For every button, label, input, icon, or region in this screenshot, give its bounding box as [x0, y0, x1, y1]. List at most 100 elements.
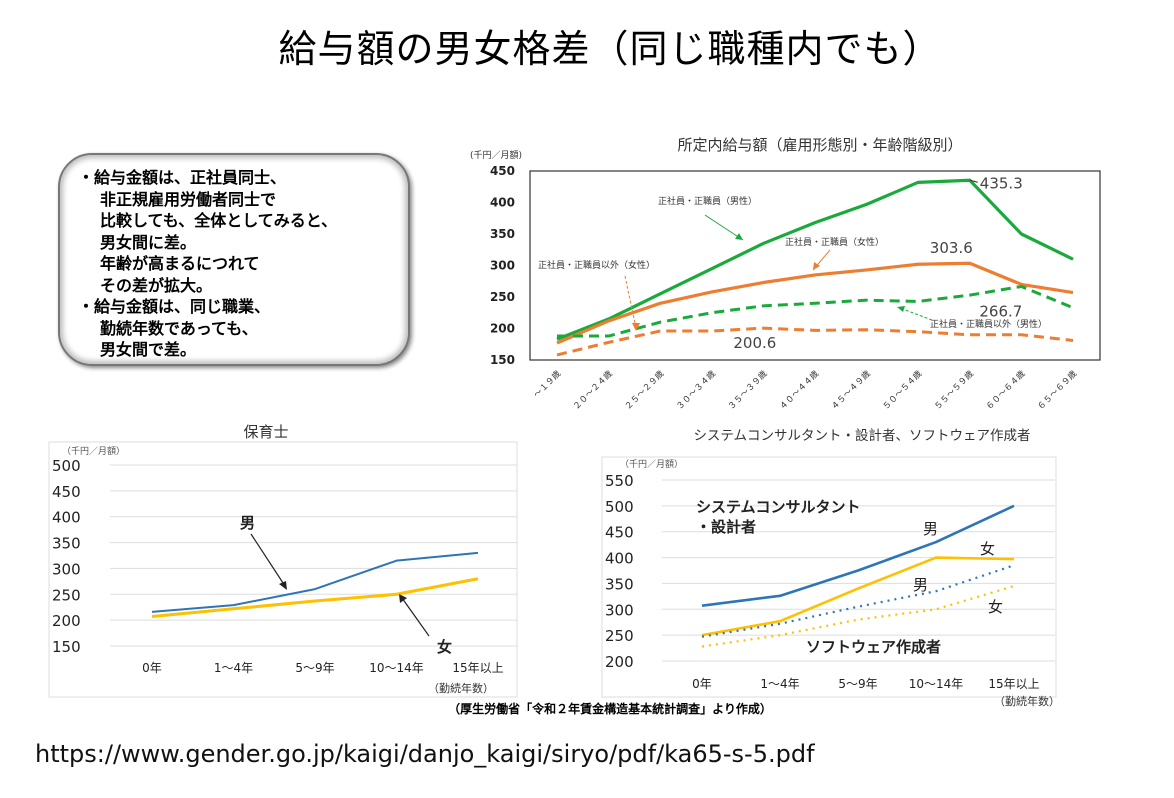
y-tick-label: 250: [490, 290, 515, 304]
y-tick-label: 300: [490, 259, 515, 273]
series-line-0: [701, 504, 1015, 607]
x-tick-label: 5～9年: [295, 661, 334, 675]
x-tick-label: 10～14年: [909, 677, 964, 691]
source-url[interactable]: https://www.gender.go.jp/kaigi/danjo_kai…: [35, 740, 815, 768]
data-label: 303.6: [930, 239, 973, 257]
y-tick-label: 550: [605, 472, 634, 490]
x-tick-label: 1～4年: [214, 661, 253, 675]
nursery-teacher-chart: 保育士 （千円／月額） 150 200 250 300 350 400 450 500 0年 1～4年…: [48, 423, 518, 698]
x-tick-label: ５０～５４歳: [880, 368, 924, 412]
y-tick-label: 400: [605, 550, 634, 568]
data-label: 200.6: [733, 334, 776, 352]
y-tick-label: 350: [52, 535, 81, 553]
x-tick-label: ６５～６９歳: [1035, 368, 1079, 412]
source-note: （厚生労働省「令和２年賃金構造基本統計調査」より作成）: [448, 702, 772, 716]
label-arrow: [250, 533, 286, 587]
y-tick-label: 500: [605, 498, 634, 516]
x-tick-label: 0年: [692, 677, 712, 691]
series-label: 男: [240, 514, 255, 532]
y-tick-label: 200: [605, 653, 634, 671]
series-label: 男: [923, 520, 938, 538]
unit-label: （千円／月額）: [620, 458, 683, 470]
y-tick-label: 400: [52, 509, 81, 527]
group-label: ソフトウェア作成者: [806, 638, 941, 656]
label-arrow: [704, 214, 744, 241]
page-title: 給与額の男女格差（同じ職種内でも）: [278, 27, 942, 71]
summary-line: ・給与金額は、正社員同士、: [78, 168, 287, 187]
group-label: システムコンサルタント: [696, 498, 861, 516]
series-line-0: [151, 551, 479, 613]
x-tick-label: ６０～６４歳: [984, 368, 1028, 412]
x-tick-label: 0年: [142, 661, 162, 675]
arrowhead-icon: [632, 323, 640, 331]
arrowhead-icon: [813, 262, 820, 270]
summary-box: ・給与金額は、正社員同士、非正規雇用労働者同士で比較しても、全体としてみると、男…: [58, 153, 410, 366]
series-line-1: [701, 556, 1015, 637]
y-tick-label: 200: [52, 612, 81, 630]
arrowhead-icon: [897, 306, 905, 312]
x-tick-label: ２５～２９歳: [622, 368, 666, 412]
x-tick-label: 5～9年: [838, 677, 877, 691]
age-salary-chart: 所定内給与額（雇用形態別・年齢階級別） (千円／月額) 150 200 250 300 35…: [470, 136, 1101, 412]
x-tick-label: 10～14年: [369, 661, 424, 675]
series-label: 正社員・正職員以外（女性）: [538, 259, 655, 271]
it-occupation-chart: システムコンサルタント・設計者、ソフトウェア作成者 （千円／月額） 200 250 30…: [601, 428, 1060, 708]
series-label: 女: [980, 540, 995, 558]
y-tick-label: 350: [605, 575, 634, 593]
y-tick-label: 200: [490, 322, 515, 336]
arrowhead-icon: [399, 594, 407, 603]
chart-title: システムコンサルタント・設計者、ソフトウェア作成者: [693, 428, 1030, 444]
x-tick-label: ２０～２４歳: [571, 368, 615, 412]
y-tick-label: 250: [52, 586, 81, 604]
arrowhead-icon: [735, 233, 743, 240]
series-line-1: [151, 577, 479, 619]
data-label: 435.3: [980, 174, 1023, 192]
series-label: 正社員・正職員以外（男性）: [930, 318, 1047, 330]
series-line-1: [556, 261, 1074, 345]
plot-area: [529, 170, 1101, 361]
series-label: 正社員・正職員（女性）: [785, 236, 884, 248]
x-tick-label: ４５～４９歳: [829, 368, 873, 412]
x-tick-label: ５５～５９歳: [932, 368, 976, 412]
series-label: 女: [437, 638, 452, 656]
unit-label: （千円／月額）: [62, 445, 125, 457]
y-tick-label: 300: [605, 601, 634, 619]
y-tick-label: 350: [490, 227, 515, 241]
data-label-leader: [969, 179, 978, 183]
y-tick-label: 300: [52, 560, 81, 578]
arrowhead-icon: [279, 581, 287, 590]
series-label: 男: [913, 576, 928, 594]
x-tick-label: 1～4年: [760, 677, 799, 691]
series-label: 正社員・正職員（男性）: [658, 195, 757, 207]
label-arrow: [624, 275, 637, 329]
chart-frame: [48, 441, 518, 698]
y-tick-label: 450: [605, 524, 634, 542]
summary-line: 勤続年数であっても、: [100, 318, 258, 338]
chart-frame: [601, 456, 1057, 698]
summary-line: 非正規雇用労働者同士で: [100, 189, 277, 209]
x-tick-label: ３０～３４歳: [674, 368, 718, 412]
series-line-0: [556, 178, 1074, 341]
label-arrow: [899, 307, 933, 321]
summary-line: 比較しても、全体としてみると、: [100, 211, 338, 230]
x-tick-label: 15年以上: [452, 661, 503, 675]
y-tick-label: 400: [490, 196, 515, 210]
y-tick-label: 150: [490, 353, 515, 367]
x-axis-label: （勤続年数）: [994, 694, 1060, 708]
y-tick-label: 500: [52, 457, 81, 475]
summary-line: 年齢が高まるにつれて: [100, 254, 260, 273]
y-tick-label: 150: [52, 638, 81, 656]
x-tick-label: ４０～４４歳: [777, 368, 821, 412]
x-axis-label: （勤続年数）: [428, 681, 494, 695]
x-tick-label: ３５～３９歳: [726, 368, 770, 412]
label-arrow: [401, 597, 430, 637]
series-line-3: [556, 326, 1074, 357]
group-label: ・設計者: [696, 518, 756, 536]
series-label: 女: [988, 598, 1003, 616]
x-tick-label: ～１９歳: [531, 368, 563, 400]
summary-line: 男女間で差。: [100, 340, 197, 359]
summary-line: 男女間に差。: [100, 232, 197, 252]
series-line-2: [557, 284, 1074, 338]
y-tick-label: 450: [490, 164, 515, 178]
chart-title: 保育士: [243, 423, 288, 441]
